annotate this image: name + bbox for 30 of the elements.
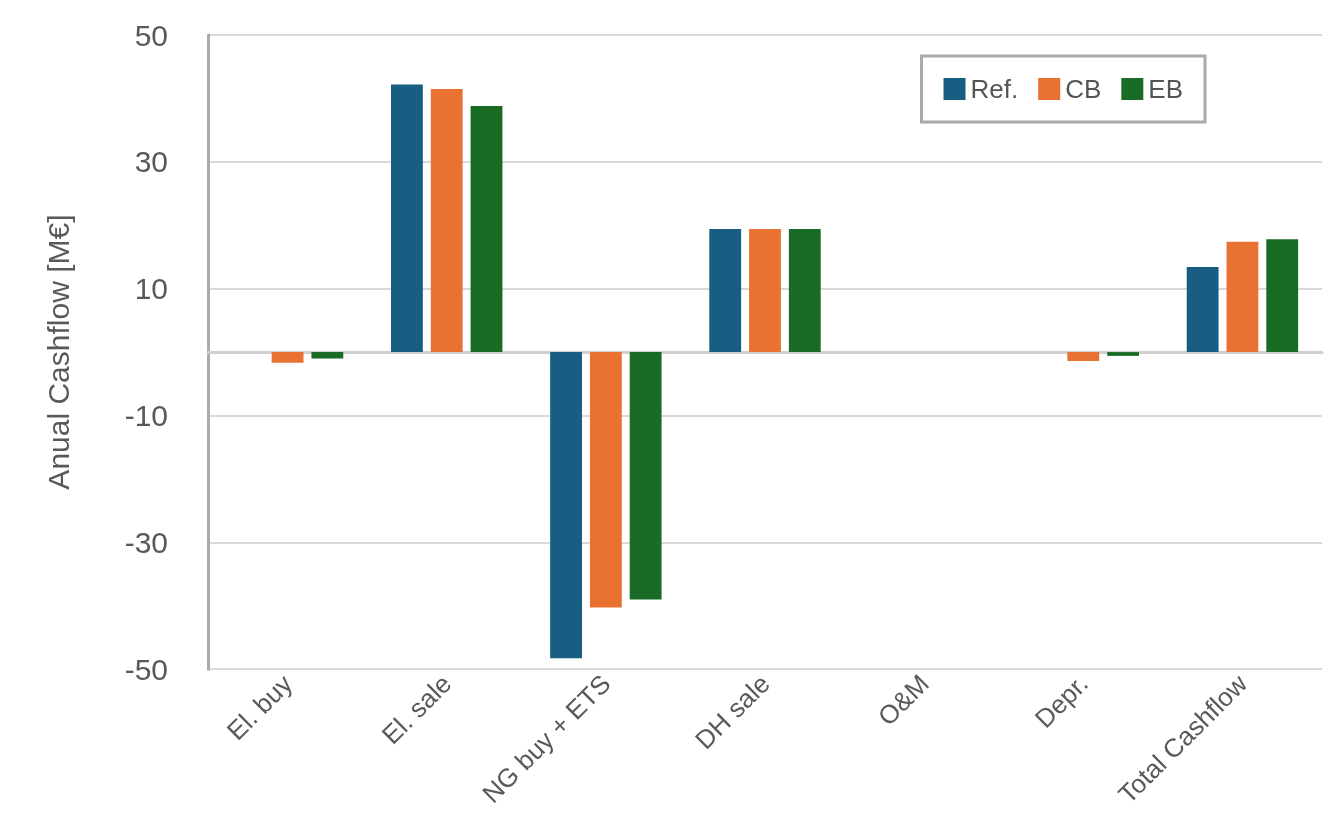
- bar: [1067, 352, 1100, 361]
- bar: [589, 352, 622, 608]
- bar: [271, 352, 304, 363]
- bar: [1226, 241, 1259, 353]
- bar: [749, 229, 781, 353]
- y-tick-label: -30: [124, 525, 168, 559]
- bar: [470, 106, 503, 353]
- x-tick-label: DH sale: [689, 668, 776, 756]
- x-tick-label: El. buy: [220, 668, 299, 746]
- bar: [1186, 267, 1219, 353]
- x-tick-label: NG buy + ETS: [476, 668, 617, 809]
- bar: [391, 84, 423, 353]
- y-tick-label: 50: [134, 18, 168, 52]
- legend-label: Ref.: [970, 74, 1019, 104]
- bar: [1266, 239, 1299, 353]
- bar: [1107, 352, 1139, 356]
- legend-label: CB: [1065, 74, 1102, 104]
- y-axis-title: Anual Cashflow [M€]: [41, 214, 75, 490]
- bar: [709, 229, 742, 353]
- bar: [629, 352, 662, 600]
- legend-label: EB: [1148, 74, 1183, 104]
- y-tick-label: 30: [134, 145, 168, 179]
- bar: [788, 229, 821, 353]
- y-tick-label: 10: [134, 272, 168, 306]
- x-tick-label: El. sale: [375, 668, 458, 750]
- bar: [430, 88, 463, 353]
- bar: [550, 352, 582, 659]
- y-tick-label: -50: [124, 652, 168, 686]
- y-tick-label: -10: [124, 398, 168, 432]
- bar: [311, 352, 344, 359]
